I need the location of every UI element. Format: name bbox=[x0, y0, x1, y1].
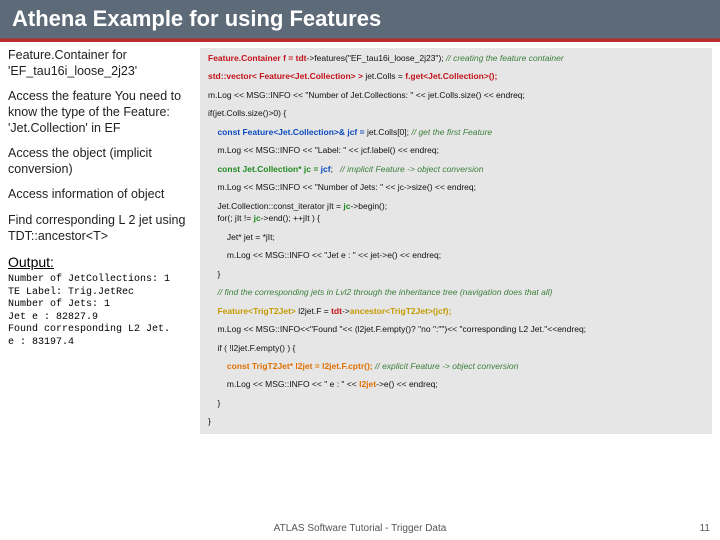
kw: tdt bbox=[296, 53, 307, 63]
code-line-21: } bbox=[208, 416, 706, 427]
kw: jcf bbox=[321, 164, 331, 174]
output-text: Number of JetCollections: 1 TE Label: Tr… bbox=[8, 274, 194, 349]
kw: Feature<TrigT2Jet> bbox=[208, 306, 296, 316]
kw: const TrigT2Jet* l2jet = l2jet.F.cptr(); bbox=[208, 361, 373, 371]
code-line-1: Feature.Container f = tdt->features("EF_… bbox=[208, 53, 706, 64]
txt: for(; jIt != bbox=[208, 213, 254, 223]
code-line-15: Feature<TrigT2Jet> l2jet.F = tdt->ancest… bbox=[208, 306, 706, 317]
desc-access-object: Access the object (implicit conversion) bbox=[8, 146, 194, 177]
code-line-14: // find the corresponding jets in Lvl2 t… bbox=[208, 287, 706, 298]
desc-find-l2: Find corresponding L 2 jet using TDT::an… bbox=[8, 213, 194, 244]
txt: Jet.Collection::const_iterator jIt = bbox=[208, 201, 343, 211]
code-line-20: } bbox=[208, 398, 706, 409]
code-line-5: const Feature<Jet.Collection>& jcf = jet… bbox=[208, 127, 706, 138]
code-line-2: std::vector< Feature<Jet.Collection> > j… bbox=[208, 71, 706, 82]
txt: m.Log << MSG::INFO << " e : " << bbox=[208, 379, 359, 389]
code-line-10: for(; jIt != jc->end(); ++jIt ) { bbox=[208, 213, 706, 224]
kw: const Jet.Collection* jc = bbox=[208, 164, 321, 174]
code-line-6: m.Log << MSG::INFO << "Label: " << jcf.l… bbox=[208, 145, 706, 156]
comment: // explicit Feature -> object conversion bbox=[373, 361, 519, 371]
txt: ->begin(); bbox=[350, 201, 387, 211]
page-number: 11 bbox=[700, 523, 710, 534]
kw: tdt bbox=[331, 306, 342, 316]
kw: const Feature<Jet.Collection>& jcf = bbox=[208, 127, 367, 137]
txt: -> bbox=[342, 306, 350, 316]
code-block: Feature.Container f = tdt->features("EF_… bbox=[200, 48, 712, 434]
code-line-9: Jet.Collection::const_iterator jIt = jc-… bbox=[208, 201, 706, 212]
comment: // implicit Feature -> object conversion bbox=[340, 164, 483, 174]
txt: ->features("EF_tau16i_loose_2j23"); bbox=[306, 53, 446, 63]
output-heading: Output: bbox=[8, 254, 194, 270]
code-line-11: Jet* jet = *jIt; bbox=[208, 232, 706, 243]
desc-access-feature: Access the feature You need to know the … bbox=[8, 89, 194, 136]
code-line-18: const TrigT2Jet* l2jet = l2jet.F.cptr();… bbox=[208, 361, 706, 372]
footer-text: ATLAS Software Tutorial - Trigger Data bbox=[0, 523, 720, 534]
kw: jc bbox=[254, 213, 261, 223]
txt: jet.Colls = bbox=[363, 71, 405, 81]
code-line-8: m.Log << MSG::INFO << "Number of Jets: "… bbox=[208, 182, 706, 193]
desc-access-info: Access information of object bbox=[8, 187, 194, 203]
code-line-13: } bbox=[208, 269, 706, 280]
txt: ->e() << endreq; bbox=[376, 379, 438, 389]
code-line-12: m.Log << MSG::INFO << "Jet e : " << jet-… bbox=[208, 250, 706, 261]
kw: ancestor<TrigT2Jet>(jcf); bbox=[350, 306, 452, 316]
left-column: Feature.Container for 'EF_tau16i_loose_2… bbox=[8, 48, 200, 434]
comment: // get the first Feature bbox=[411, 127, 492, 137]
txt: ->end(); ++jIt ) { bbox=[261, 213, 320, 223]
desc-feature-container: Feature.Container for 'EF_tau16i_loose_2… bbox=[8, 48, 194, 79]
code-line-4: if(jet.Colls.size()>0) { bbox=[208, 108, 706, 119]
code-line-16: m.Log << MSG::INFO<<"Found "<< (l2jet.F.… bbox=[208, 324, 706, 335]
slide-title: Athena Example for using Features bbox=[0, 0, 720, 39]
txt: jet.Colls[0]; bbox=[367, 127, 411, 137]
kw: std::vector< Feature<Jet.Collection> > bbox=[208, 71, 363, 81]
txt: l2jet.F = bbox=[296, 306, 331, 316]
code-line-3: m.Log << MSG::INFO << "Number of Jet.Col… bbox=[208, 90, 706, 101]
code-line-17: if ( !l2jet.F.empty() ) { bbox=[208, 343, 706, 354]
code-line-19: m.Log << MSG::INFO << " e : " << l2jet->… bbox=[208, 379, 706, 390]
content-area: Feature.Container for 'EF_tau16i_loose_2… bbox=[0, 42, 720, 434]
code-line-7: const Jet.Collection* jc = jcf; // impli… bbox=[208, 164, 706, 175]
txt: ; bbox=[331, 164, 340, 174]
kw: l2jet bbox=[359, 379, 376, 389]
comment: // creating the feature container bbox=[446, 53, 564, 63]
kw: Feature.Container f = bbox=[208, 53, 296, 63]
kw: f.get<Jet.Collection>(); bbox=[405, 71, 497, 81]
